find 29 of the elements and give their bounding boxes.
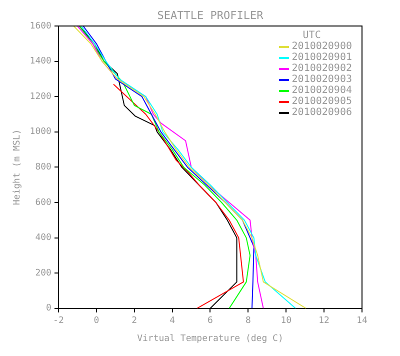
y-tick-label: 0 [46, 304, 52, 314]
x-tick-label: 2 [132, 316, 138, 326]
x-tick-label: 0 [94, 316, 100, 326]
y-tick-label: 1400 [30, 56, 52, 67]
x-tick-label: 6 [208, 316, 213, 326]
y-tick-label: 1200 [30, 92, 52, 102]
legend-label: 2010020900 [292, 41, 352, 52]
x-tick-label: -2 [53, 316, 64, 326]
chart-title: SEATTLE PROFILER [157, 8, 264, 22]
legend-label: 2010020906 [292, 107, 352, 118]
x-tick-label: 14 [356, 316, 368, 326]
legend-label: 2010020903 [292, 74, 352, 85]
y-tick-label: 600 [35, 198, 52, 208]
x-tick-label: 12 [318, 316, 330, 326]
legend-label: 2010020901 [292, 52, 352, 63]
x-tick-label: 4 [170, 316, 176, 326]
x-tick-label: 10 [280, 316, 292, 326]
y-tick-label: 1000 [30, 127, 52, 138]
x-tick-label: 8 [245, 316, 251, 326]
legend-label: 2010020904 [292, 85, 352, 96]
y-tick-label: 400 [35, 233, 52, 244]
y-tick-label: 200 [35, 268, 52, 278]
y-tick-label: 1600 [30, 21, 52, 32]
legend-title: UTC [302, 30, 322, 41]
y-tick-label: 800 [35, 162, 52, 173]
legend-label: 2010020905 [292, 96, 352, 107]
legend-label: 2010020902 [292, 63, 352, 74]
y-axis-title: Height (m MSL) [12, 129, 23, 206]
x-axis-title: Virtual Temperature (deg C) [137, 334, 284, 344]
